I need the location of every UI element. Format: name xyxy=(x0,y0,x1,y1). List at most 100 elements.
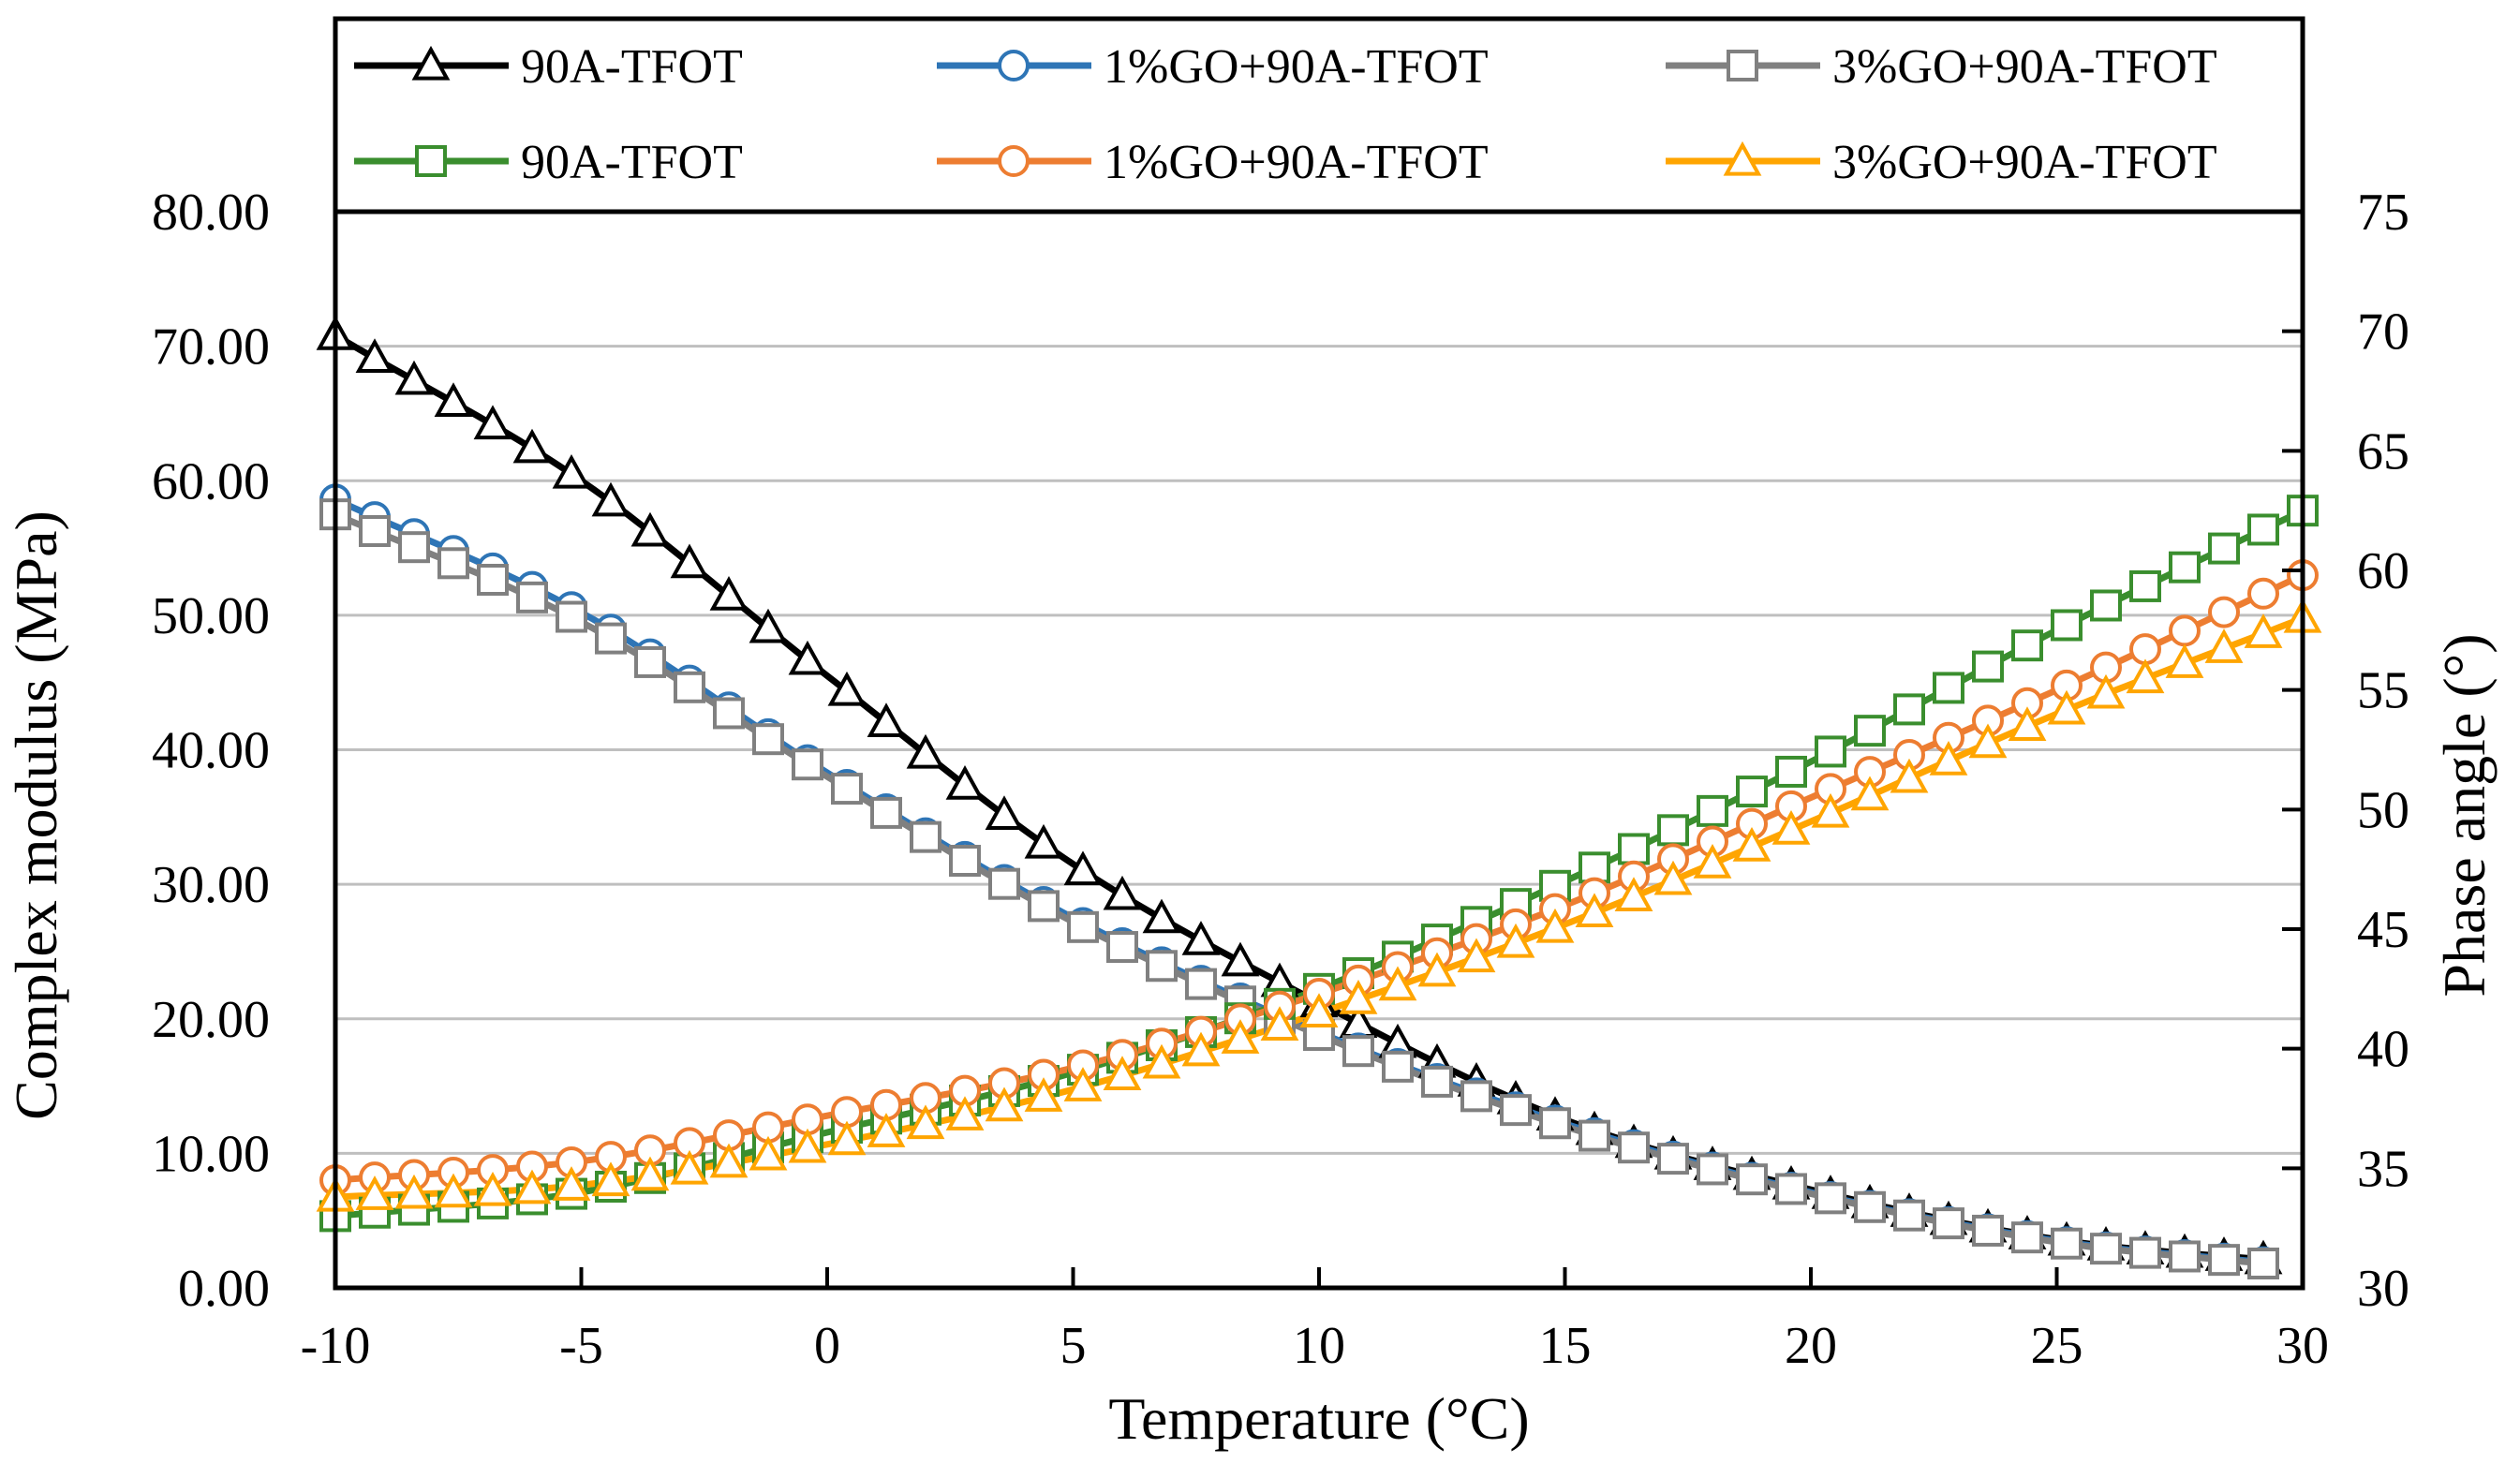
series-6-point xyxy=(1103,1056,1142,1091)
legend-marker-2 xyxy=(998,50,1030,81)
series-3-point xyxy=(1028,890,1060,923)
series-6-point xyxy=(1771,809,1811,845)
series-line-5 xyxy=(334,571,2305,1184)
series-1-point xyxy=(1103,875,1142,910)
series-line-1 xyxy=(334,332,2279,1264)
series-3-point xyxy=(2169,1240,2201,1273)
right-tick-label: 75 xyxy=(2357,184,2409,242)
series-6-point xyxy=(355,1175,394,1210)
series-3-point xyxy=(1972,1214,2004,1247)
series-lines xyxy=(334,332,2305,1269)
right-tick-label: 35 xyxy=(2357,1140,2409,1198)
x-tick-label: 25 xyxy=(2031,1317,2083,1375)
right-tick-label: 45 xyxy=(2357,901,2409,959)
series-5-point xyxy=(2208,596,2240,628)
series-6-point xyxy=(1378,966,1417,1001)
legend-marker-6 xyxy=(1723,140,1762,176)
legend-label-4: 90A-TFOT xyxy=(521,136,743,189)
series-6-point xyxy=(512,1169,552,1204)
series-4-point xyxy=(1893,693,1925,726)
series-6-point xyxy=(945,1096,985,1130)
series-6-point xyxy=(1024,1077,1063,1112)
series-4-point xyxy=(2247,513,2279,546)
series-3-point xyxy=(2129,1236,2161,1269)
series-3-point xyxy=(2090,1233,2122,1265)
series-3-point xyxy=(516,581,548,613)
series-4-point xyxy=(1854,715,1886,747)
series-3-point xyxy=(674,671,705,703)
series-3-point xyxy=(910,820,941,853)
series-3-point xyxy=(1185,968,1217,1000)
series-1-point xyxy=(434,382,473,418)
series-3-point xyxy=(831,773,863,805)
x-axis: -10 -5 0 5 10 15 20 25 30 xyxy=(301,1267,2329,1375)
left-axis: 0.00 10.00 20.00 30.00 40.00 50.00 60.00 70.00 8… xyxy=(152,184,270,1318)
grid-lines xyxy=(335,345,2303,1155)
series-1-point xyxy=(906,733,945,769)
series-6-point xyxy=(1535,908,1575,943)
series-4-point xyxy=(1815,735,1846,768)
series-4-point xyxy=(1657,814,1689,847)
x-tick-label: 20 xyxy=(1785,1317,1837,1375)
series-6-point xyxy=(1653,860,1693,895)
series-6-point xyxy=(2165,643,2204,678)
series-1-point xyxy=(355,338,394,373)
series-6-point xyxy=(2126,658,2165,694)
series-6-point xyxy=(1181,1031,1221,1067)
legend-marker-5 xyxy=(998,145,1030,177)
series-3-point xyxy=(1067,910,1099,943)
series-6-point xyxy=(434,1173,473,1208)
series-5-point xyxy=(2169,614,2201,647)
series-1-point xyxy=(512,428,552,464)
series-6-point xyxy=(1732,827,1771,862)
series-6-point xyxy=(1968,723,2008,759)
series-markers xyxy=(316,316,2322,1280)
series-3-point xyxy=(2247,1248,2279,1280)
series-1-point xyxy=(867,702,906,738)
series-line-6 xyxy=(334,614,2305,1201)
left-tick-label: 60.00 xyxy=(152,452,270,510)
series-1-point xyxy=(1063,850,1103,886)
series-6-point xyxy=(1221,1019,1260,1054)
series-6-point xyxy=(670,1149,709,1185)
series-4-point xyxy=(1972,650,2004,683)
x-tick-label: 15 xyxy=(1539,1317,1592,1375)
series-4-point xyxy=(1736,776,1768,808)
y-axis-left-title: Complex modulus (MPa) xyxy=(3,510,69,1120)
series-3-point xyxy=(713,697,745,730)
left-tick-label: 10.00 xyxy=(152,1125,270,1183)
series-6-point xyxy=(2008,706,2047,742)
series-3-point xyxy=(1618,1131,1650,1164)
series-1-point xyxy=(749,608,788,643)
left-tick-label: 30.00 xyxy=(152,856,270,914)
series-1-point xyxy=(552,453,591,489)
legend: 90A-TFOT 1%GO+90A-TFOT 3%GO+90A-TFOT 90A-TF… xyxy=(333,16,2305,214)
series-6-point xyxy=(985,1086,1024,1122)
x-tick-label: 30 xyxy=(2276,1317,2329,1375)
series-1-point xyxy=(709,576,749,611)
series-3-point xyxy=(359,514,391,547)
series-1-point xyxy=(591,481,630,517)
series-4-point xyxy=(2090,589,2122,622)
right-tick-label: 70 xyxy=(2357,303,2409,362)
series-3-point xyxy=(398,531,430,564)
series-6-point xyxy=(1457,938,1496,973)
series-6-point xyxy=(1890,758,1929,793)
series-4-point xyxy=(2129,569,2161,602)
series-3-point xyxy=(1775,1173,1807,1205)
right-tick-label: 30 xyxy=(2357,1260,2409,1318)
series-3-point xyxy=(2051,1227,2083,1260)
legend-marker-4 xyxy=(415,145,447,177)
series-1-point xyxy=(1024,823,1063,859)
series-1-point xyxy=(945,765,985,800)
series-6-point xyxy=(1614,877,1653,912)
series-3-point xyxy=(1382,1050,1414,1083)
series-3-point xyxy=(595,622,627,655)
series-3-point xyxy=(792,748,823,781)
left-tick-label: 50.00 xyxy=(152,587,270,645)
legend-label-1: 90A-TFOT xyxy=(521,40,743,94)
legend-label-5: 1%GO+90A-TFOT xyxy=(1104,136,1489,189)
legend-box xyxy=(333,16,2305,214)
series-4-point xyxy=(2051,609,2083,642)
